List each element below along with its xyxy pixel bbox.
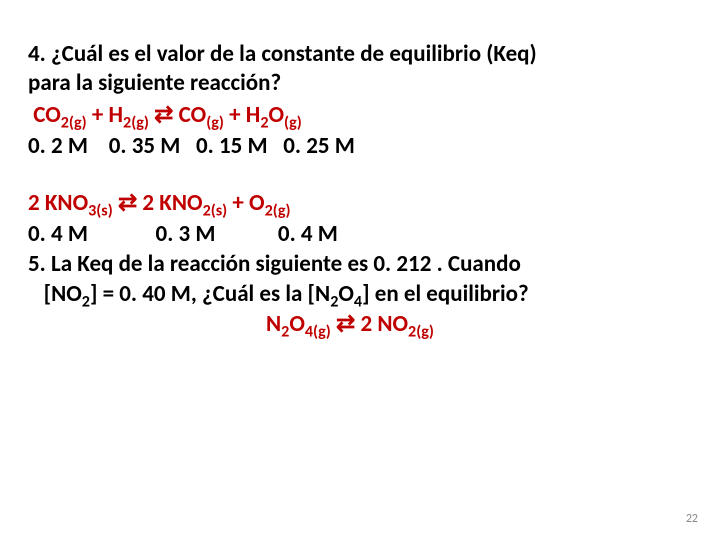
eq3-n: N — [266, 310, 281, 338]
eq1-sub2: 2(g) — [123, 113, 149, 132]
eq1-h2: + H — [87, 101, 123, 129]
q4-line1: 4. ¿Cuál es el valor de la constante de … — [28, 40, 692, 69]
q5-sub3: 4 — [354, 292, 362, 311]
concentrations-2: 0. 4 M 0. 3 M 0. 4 M — [28, 219, 692, 250]
eq1-sub1: 2(g) — [61, 113, 87, 132]
equation-2: 2 KNO3(s) ⇄ 2 KNO2(s) + O2(g) — [28, 188, 692, 219]
eq1-h2o-h: + H — [224, 101, 260, 129]
eq1-co: CO — [179, 101, 207, 129]
q5-no2a: [NO — [28, 280, 82, 308]
eq3-no2: 2 NO — [360, 310, 408, 338]
eq2-sub3: 2(g) — [265, 201, 291, 220]
q5-mid: ] = 0. 40 M, ¿Cuál es la [N — [90, 280, 330, 308]
spacer — [28, 162, 692, 188]
eq1-h2o-o: O — [268, 101, 284, 129]
concentrations-1: 0. 2 M 0. 35 M 0. 15 M 0. 25 M — [28, 131, 692, 162]
q5-end: ] en el equilibrio? — [362, 280, 529, 308]
eq2-o2: + O — [227, 189, 264, 217]
equilibrium-arrow-icon: ⇄ — [149, 101, 179, 129]
page-number: 22 — [686, 512, 698, 526]
slide: 4. ¿Cuál es el valor de la constante de … — [0, 0, 720, 540]
equilibrium-arrow-icon: ⇄ — [113, 189, 143, 217]
q5-line1: 5. La Keq de la reacción siguiente es 0.… — [28, 250, 692, 280]
equation-3: N2O4(g) ⇄ 2 NO2(g) — [28, 309, 692, 340]
eq3-sub2: 4(g) — [305, 323, 331, 342]
q5-sub1: 2 — [82, 292, 90, 311]
q5-line2: [NO2] = 0. 40 M, ¿Cuál es la [N2O4] en e… — [28, 280, 692, 310]
eq1-sub5: (g) — [284, 113, 302, 132]
eq3-sub3: 2(g) — [408, 323, 434, 342]
q4-line2: para la siguiente reacción? — [28, 69, 692, 98]
q5-o: O — [338, 280, 354, 308]
eq3-o: O — [289, 310, 305, 338]
eq1-sub3: (g) — [206, 113, 224, 132]
equilibrium-arrow-icon: ⇄ — [331, 310, 361, 338]
equation-1: CO2(g) + H2(g) ⇄ CO(g) + H2O(g) — [28, 100, 692, 131]
eq1-co2: CO — [28, 101, 61, 129]
eq2-kno3: 2 KNO — [28, 189, 88, 217]
eq2-sub2: 2(s) — [203, 201, 228, 220]
eq2-kno2: 2 KNO — [142, 189, 202, 217]
eq2-sub1: 3(s) — [88, 201, 113, 220]
